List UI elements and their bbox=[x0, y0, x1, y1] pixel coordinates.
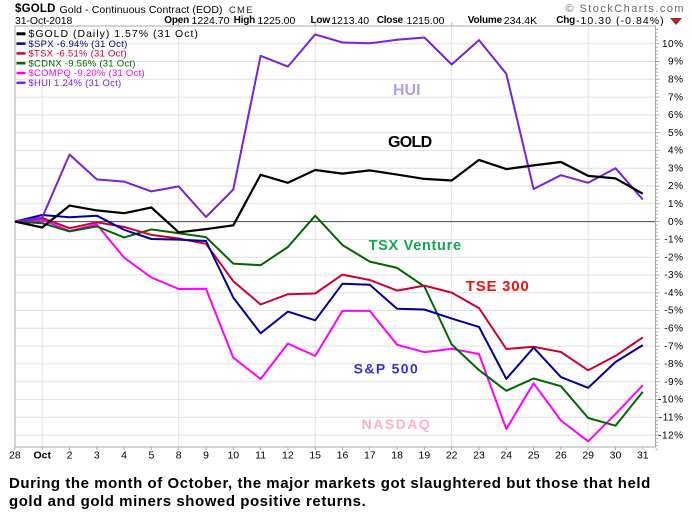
svg-text:10%: 10% bbox=[662, 39, 684, 50]
svg-text:-3%: -3% bbox=[664, 270, 683, 281]
svg-text:8: 8 bbox=[176, 450, 182, 462]
svg-text:25: 25 bbox=[528, 450, 540, 462]
svg-text:8%: 8% bbox=[668, 75, 683, 86]
svg-text:-5%: -5% bbox=[664, 306, 683, 317]
svg-text:22: 22 bbox=[446, 450, 458, 462]
svg-text:-9%: -9% bbox=[664, 377, 683, 388]
svg-text:HUI: HUI bbox=[393, 82, 421, 99]
svg-text:5%: 5% bbox=[668, 128, 683, 139]
svg-text:-10%: -10% bbox=[658, 395, 683, 406]
svg-text:9%: 9% bbox=[668, 57, 683, 68]
svg-text:10: 10 bbox=[227, 450, 239, 462]
svg-text:2: 2 bbox=[67, 450, 73, 462]
svg-text:$CDNX -9.56% (31 Oct): $CDNX -9.56% (31 Oct) bbox=[29, 58, 136, 69]
svg-text:12: 12 bbox=[282, 450, 294, 462]
svg-text:15: 15 bbox=[309, 450, 321, 462]
svg-text:-11%: -11% bbox=[659, 413, 684, 424]
svg-text:-1%: -1% bbox=[664, 235, 683, 246]
svg-text:$COMPQ -9.20% (31 Oct): $COMPQ -9.20% (31 Oct) bbox=[29, 68, 145, 79]
svg-text:-4%: -4% bbox=[664, 288, 683, 299]
svg-text:31: 31 bbox=[637, 450, 649, 462]
svg-text:-8%: -8% bbox=[664, 359, 683, 370]
svg-text:-6%: -6% bbox=[664, 324, 683, 335]
svg-text:3: 3 bbox=[94, 450, 100, 462]
svg-text:28: 28 bbox=[9, 450, 21, 462]
svg-text:9: 9 bbox=[203, 450, 209, 462]
svg-text:19: 19 bbox=[419, 450, 431, 462]
svg-text:3%: 3% bbox=[668, 163, 683, 174]
svg-text:S&P 500: S&P 500 bbox=[354, 361, 420, 377]
svg-text:17: 17 bbox=[364, 450, 376, 462]
svg-text:11: 11 bbox=[255, 450, 266, 462]
svg-text:$SPX -6.94% (31 Oct): $SPX -6.94% (31 Oct) bbox=[29, 39, 128, 50]
svg-text:24: 24 bbox=[500, 450, 512, 462]
svg-text:29: 29 bbox=[582, 450, 594, 462]
svg-text:18: 18 bbox=[391, 450, 403, 462]
svg-text:5: 5 bbox=[148, 450, 154, 462]
svg-text:$TSX -6.51% (31 Oct): $TSX -6.51% (31 Oct) bbox=[29, 49, 127, 60]
svg-text:TSX Venture: TSX Venture bbox=[369, 238, 462, 254]
svg-text:$GOLD (Daily) 1.57% (31 Oct): $GOLD (Daily) 1.57% (31 Oct) bbox=[29, 28, 199, 40]
svg-text:26: 26 bbox=[555, 450, 567, 462]
svg-text:GOLD: GOLD bbox=[388, 134, 432, 151]
svg-text:TSE 300: TSE 300 bbox=[466, 278, 530, 295]
svg-text:7%: 7% bbox=[668, 92, 683, 103]
svg-text:30: 30 bbox=[610, 450, 622, 462]
svg-text:16: 16 bbox=[337, 450, 349, 462]
svg-text:23: 23 bbox=[473, 450, 485, 462]
svg-text:-7%: -7% bbox=[664, 341, 683, 352]
svg-text:$HUI 1.24% (31 Oct): $HUI 1.24% (31 Oct) bbox=[29, 78, 122, 89]
svg-text:-2%: -2% bbox=[664, 252, 683, 263]
svg-text:NASDAQ: NASDAQ bbox=[362, 416, 432, 432]
svg-text:6%: 6% bbox=[668, 110, 683, 121]
svg-text:4: 4 bbox=[121, 450, 127, 462]
svg-text:0%: 0% bbox=[668, 217, 683, 228]
svg-text:4%: 4% bbox=[668, 146, 683, 157]
svg-text:2%: 2% bbox=[668, 181, 683, 192]
svg-text:Oct: Oct bbox=[33, 450, 51, 462]
svg-text:-12%: -12% bbox=[658, 430, 683, 441]
svg-text:1%: 1% bbox=[668, 199, 683, 210]
